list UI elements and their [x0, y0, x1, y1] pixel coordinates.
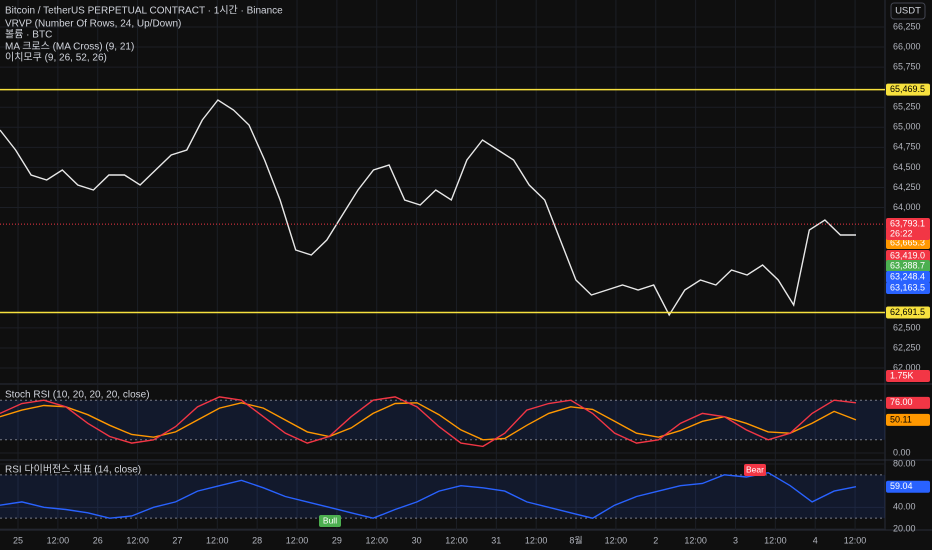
price-tag-label: 62,691.5 [890, 307, 925, 317]
labels: Bitcoin / TetherUS PERPETUAL CONTRACT · … [5, 2, 930, 545]
price-tag [886, 370, 930, 382]
y-tick-label: 20.00 [893, 523, 916, 533]
price-tag [886, 282, 930, 294]
time-label: 29 [332, 535, 342, 545]
time-label: 2 [653, 535, 658, 545]
price-tag [886, 228, 930, 240]
stoch-k-line [0, 396, 857, 448]
price-tag [886, 413, 930, 426]
price-tag-label: 50.11 [890, 414, 912, 424]
price-tag [886, 250, 930, 262]
time-label: 12:00 [684, 535, 707, 545]
time-label: 12:00 [286, 535, 309, 545]
price-tag-label: 26:22 [890, 228, 913, 238]
price-tag [886, 306, 930, 319]
y-tick-label: 80.00 [893, 458, 916, 468]
time-label: 12:00 [764, 535, 787, 545]
time-label: 12:00 [445, 535, 468, 545]
y-tick-label: 65,000 [893, 122, 921, 132]
price-tag [886, 396, 930, 409]
time-label: 28 [252, 535, 262, 545]
stoch-d-line [0, 402, 857, 441]
signal-badge [319, 515, 341, 527]
y-tick-label: 66,250 [893, 21, 921, 31]
y-tick-label: 0.00 [893, 447, 911, 457]
price-tag-label: 76.00 [890, 397, 913, 407]
indicator-label: MA 크로스 (MA Cross) (9, 21) [5, 41, 134, 53]
y-tick-label: 65,750 [893, 61, 921, 71]
time-label: 12:00 [206, 535, 229, 545]
time-label: 3 [733, 535, 738, 545]
pane-title: RSI 다이버전스 지표 (14, close) [5, 464, 141, 476]
currency-label[interactable]: USDT [895, 6, 921, 17]
time-label: 30 [412, 535, 422, 545]
price-tag-label: 63,248.4 [890, 271, 925, 281]
y-tick-label: 62,250 [893, 342, 921, 352]
price-tag-label: 63,388.7 [890, 260, 925, 270]
signal-badge [744, 464, 766, 476]
rsi-line [0, 471, 857, 519]
time-label: 12:00 [47, 535, 70, 545]
currency-box[interactable] [890, 2, 926, 20]
plots [0, 88, 885, 519]
y-tick-label: 64,000 [893, 202, 921, 212]
price-tag-label: 59.04 [890, 481, 913, 491]
price-tag [886, 260, 930, 272]
time-label: 12:00 [126, 535, 149, 545]
price-line [0, 99, 856, 317]
time-label: 12:00 [525, 535, 548, 545]
signal-label: Bear [746, 464, 764, 474]
time-label: 12:00 [365, 535, 388, 545]
time-label: 4 [813, 535, 818, 545]
time-label: 12:00 [844, 535, 867, 545]
price-tag-label: 63,163.5 [890, 282, 925, 292]
price-tag [886, 480, 930, 493]
y-tick-label: 62,500 [893, 322, 921, 332]
price-tag-label: 63,665.3 [890, 237, 925, 247]
signal-label: Bull [323, 515, 337, 525]
y-tick-label: 65,250 [893, 102, 921, 112]
time-label: 8월 [569, 534, 582, 545]
time-label: 25 [13, 535, 23, 545]
price-tag-label: 1.75K [890, 370, 914, 380]
time-label: 31 [491, 535, 501, 545]
symbol-title: Bitcoin / TetherUS PERPETUAL CONTRACT · … [5, 5, 283, 17]
grid [0, 0, 885, 530]
y-tick-label: 62,000 [893, 362, 921, 372]
indicator-label: 볼륨 · BTC [5, 29, 52, 41]
time-label: 27 [172, 535, 182, 545]
price-tag [886, 218, 930, 230]
indicator-label: VRVP (Number Of Rows, 24, Up/Down) [5, 19, 181, 30]
y-tick-label: 40.00 [893, 502, 916, 512]
y-tick-label: 64,750 [893, 142, 921, 152]
price-tag-label: 63,419.0 [890, 250, 925, 260]
time-label: 26 [93, 535, 103, 545]
band-fill [0, 474, 885, 519]
price-tag [886, 271, 930, 283]
y-tick-label: 64,500 [893, 162, 921, 172]
pane-title: Stoch RSI (10, 20, 20, 20, close) [5, 390, 150, 401]
time-label: 12:00 [605, 535, 628, 545]
price-tag-label: 63,793.1 [890, 218, 925, 228]
price-tag [886, 83, 930, 96]
price-tag-label: 65,469.5 [890, 84, 925, 94]
indicator-label: 이치모쿠 (9, 26, 52, 26) [5, 52, 107, 64]
y-tick-label: 64,250 [893, 182, 921, 192]
y-tick-label: 66,000 [893, 41, 921, 51]
band-fill [0, 400, 885, 440]
